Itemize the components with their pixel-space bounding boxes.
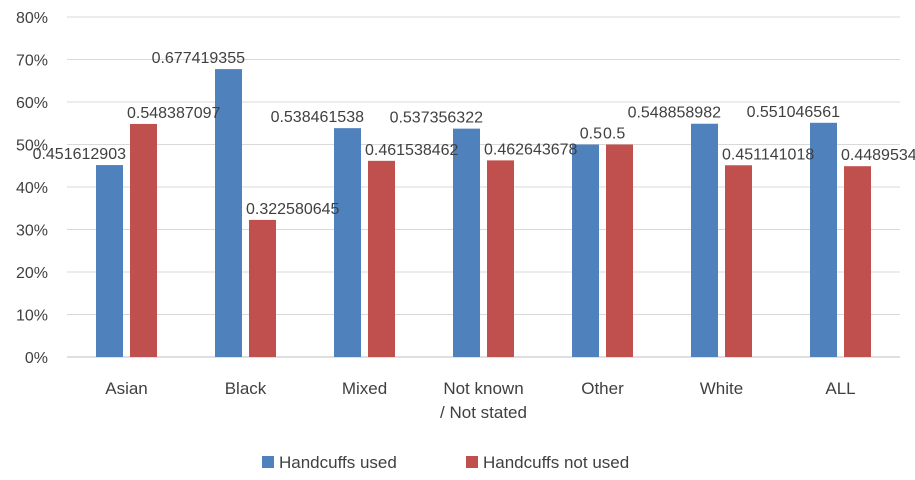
bar-handcuffs-used — [691, 123, 718, 358]
y-tick-label: 50% — [16, 138, 48, 155]
y-axis-ticks: 0% 10% 20% 30% 40% 50% 60% 70% 80% — [16, 10, 48, 367]
category-label: ALL — [825, 379, 855, 398]
data-label: 0.5 — [603, 126, 625, 143]
bar-handcuffs-not-used — [725, 165, 752, 357]
y-tick-label: 20% — [16, 265, 48, 282]
data-label: 0.537356322 — [390, 110, 484, 127]
legend-label: Handcuffs used — [279, 453, 397, 472]
bar-handcuffs-used — [96, 165, 123, 357]
category-label: White — [700, 379, 743, 398]
data-label: 0.548858982 — [628, 105, 722, 122]
y-tick-label: 70% — [16, 53, 48, 70]
y-tick-label: 0% — [25, 350, 48, 367]
data-label: 0.448953439 — [841, 147, 915, 164]
y-tick-label: 40% — [16, 180, 48, 197]
category-label: Other — [581, 379, 624, 398]
category-label: Not known — [443, 379, 523, 398]
data-label: 0.5 — [580, 126, 602, 143]
gridlines — [67, 16, 900, 358]
bar-handcuffs-not-used — [606, 144, 633, 357]
bars — [96, 69, 871, 358]
data-label: 0.451612903 — [33, 146, 127, 163]
bar-handcuffs-used — [215, 69, 242, 357]
data-label: 0.451141018 — [722, 146, 814, 163]
bar-handcuffs-not-used — [130, 123, 157, 357]
legend-label: Handcuffs not used — [483, 453, 629, 472]
x-axis-categories: Asian Black Mixed Not known / Not stated Othe… — [105, 379, 855, 422]
bar-handcuffs-used — [334, 128, 361, 357]
legend-swatch-handcuffs-used — [262, 456, 274, 468]
data-label: 0.548387097 — [127, 105, 221, 122]
data-labels: 0.451612903 0.548387097 0.677419355 0.32258… — [33, 50, 915, 218]
category-label: / Not stated — [440, 403, 527, 422]
y-tick-label: 80% — [16, 10, 48, 27]
legend-swatch-handcuffs-not-used — [466, 456, 478, 468]
category-label: Mixed — [342, 379, 387, 398]
data-label: 0.462643678 — [484, 141, 578, 158]
category-label: Black — [225, 379, 267, 398]
data-label: 0.677419355 — [152, 50, 246, 67]
category-label: Asian — [105, 379, 148, 398]
y-tick-label: 30% — [16, 223, 48, 240]
y-tick-label: 10% — [16, 308, 48, 325]
data-label: 0.322580645 — [246, 201, 340, 218]
bar-handcuffs-not-used — [249, 219, 276, 357]
data-label: 0.551046561 — [747, 104, 841, 121]
bar-handcuffs-used — [453, 128, 480, 357]
bar-handcuffs-used — [572, 144, 599, 357]
bar-handcuffs-not-used — [368, 160, 395, 357]
legend: Handcuffs used Handcuffs not used — [262, 453, 629, 472]
y-tick-label: 60% — [16, 95, 48, 112]
bar-handcuffs-not-used — [844, 166, 871, 357]
bar-handcuffs-not-used — [487, 160, 514, 357]
data-label: 0.461538462 — [365, 142, 459, 159]
bar-handcuffs-used — [810, 122, 837, 358]
data-label: 0.538461538 — [271, 109, 365, 126]
